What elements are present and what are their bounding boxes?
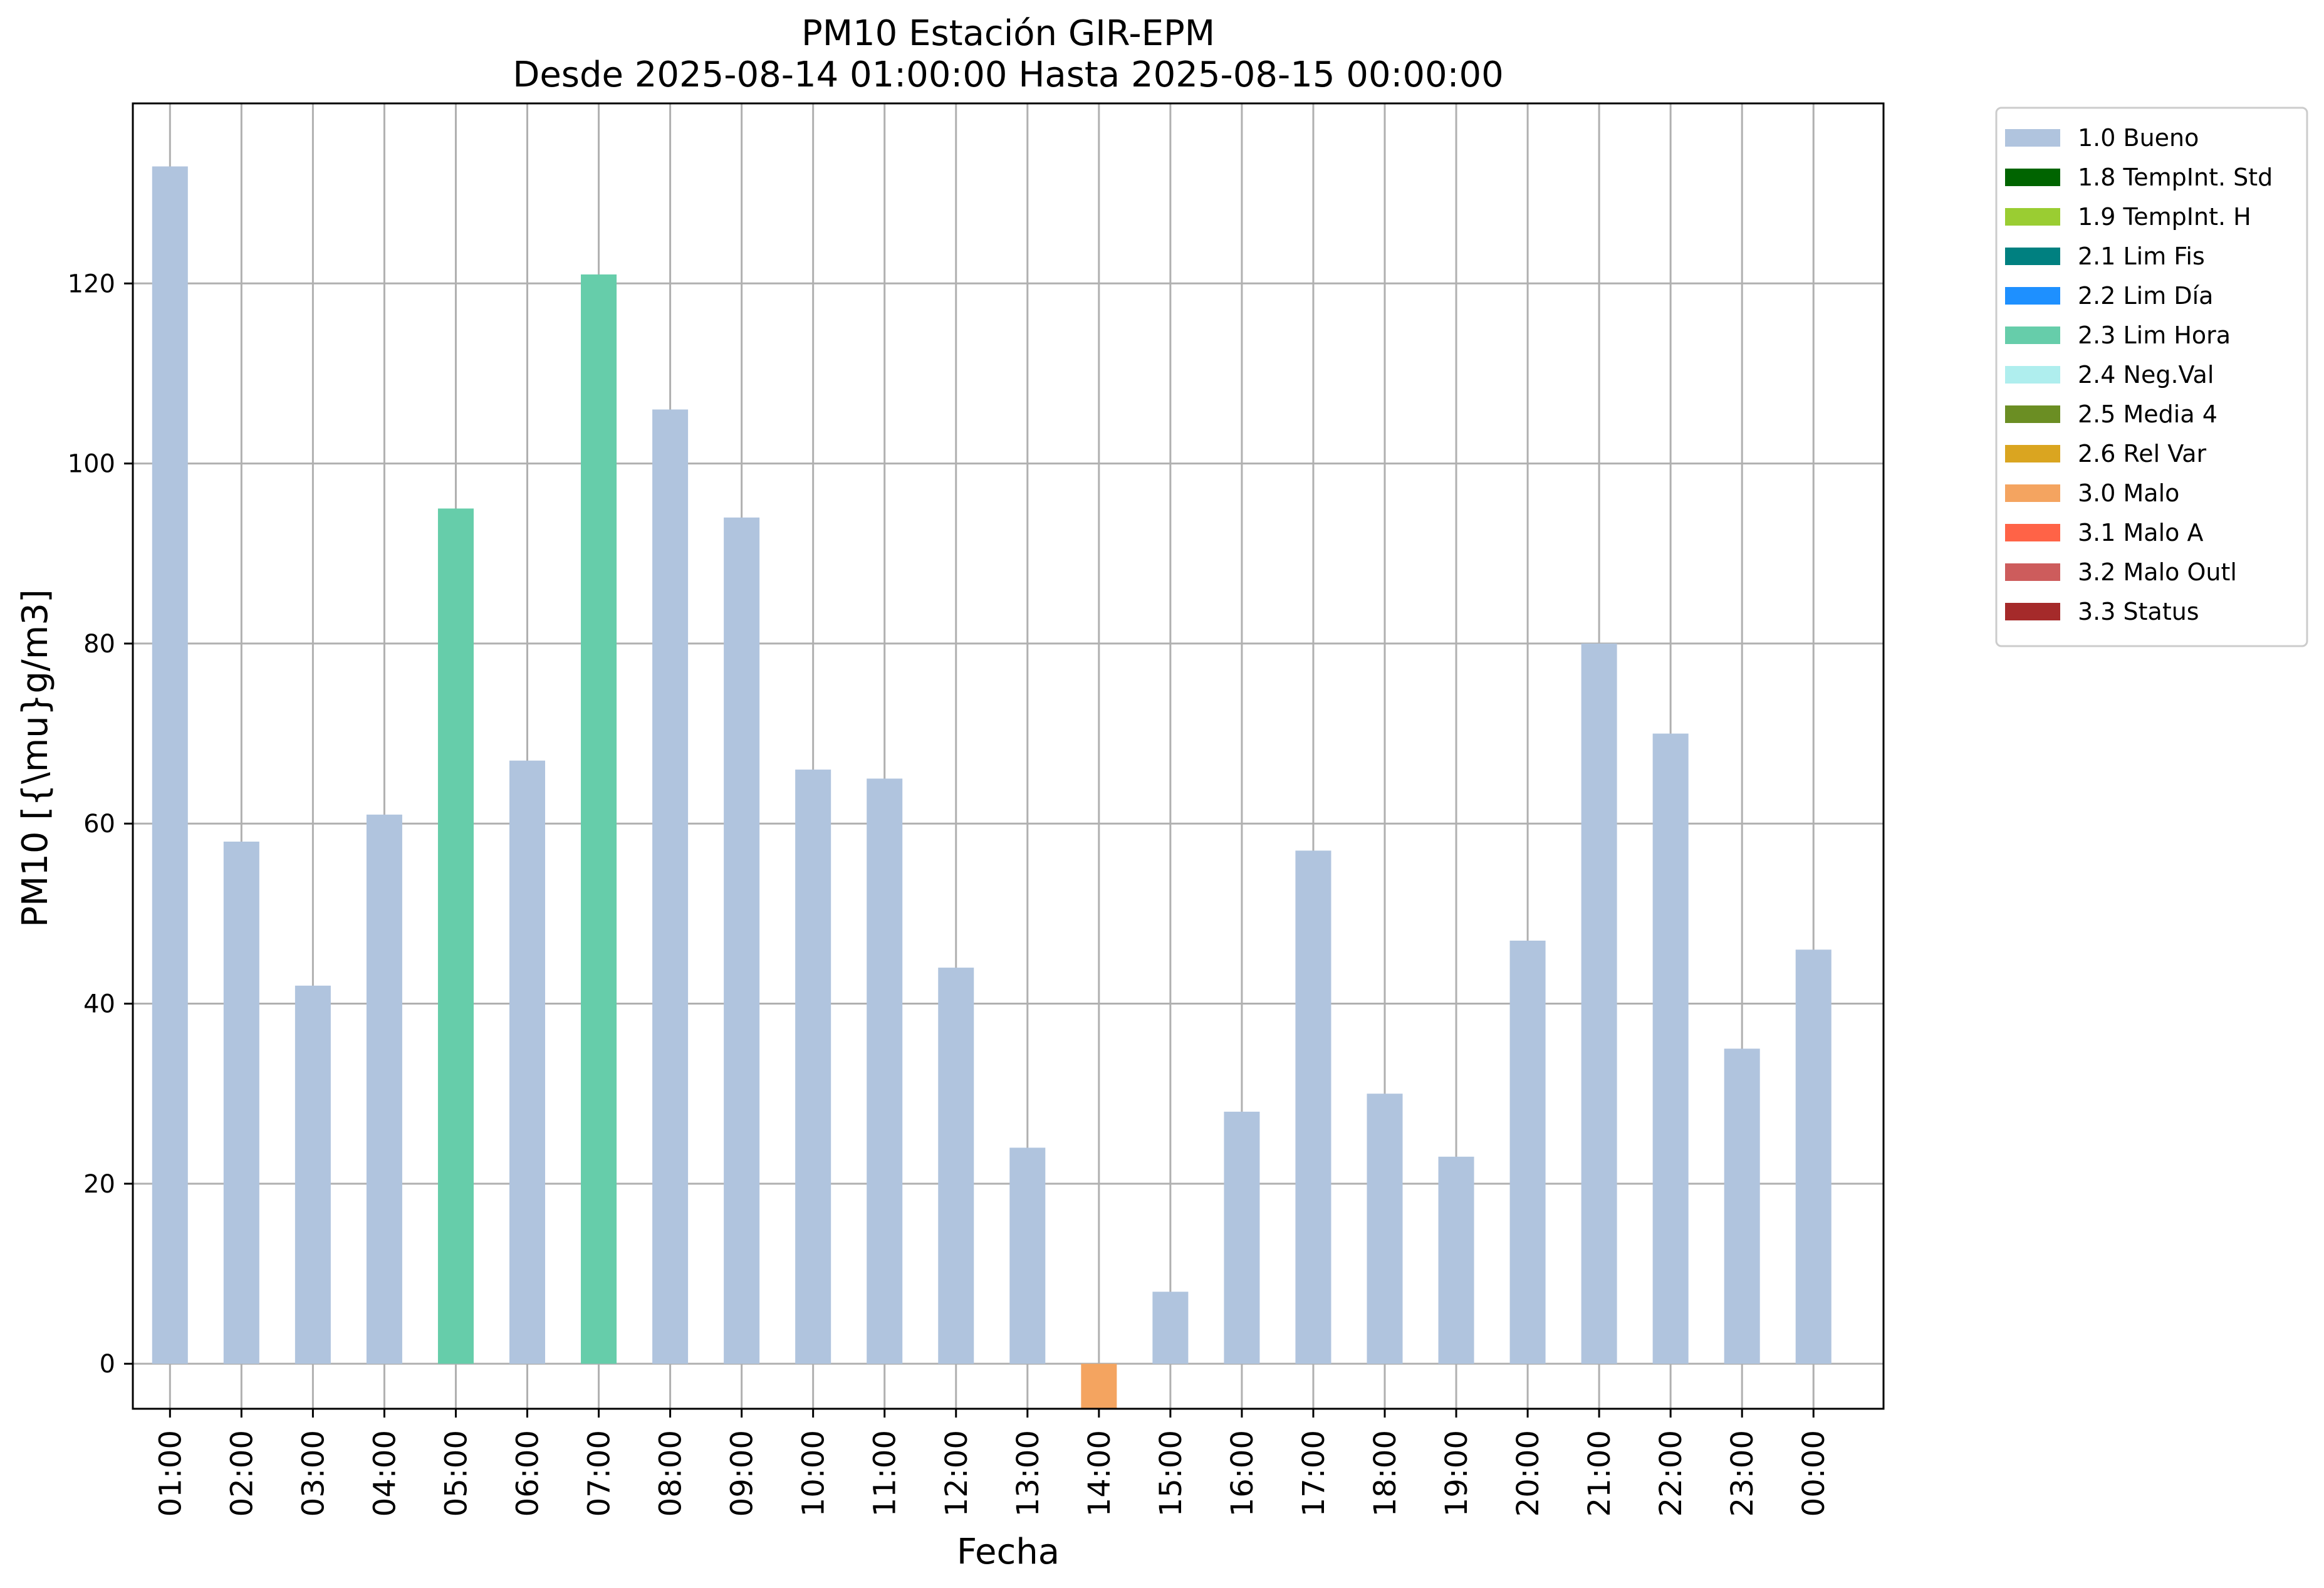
- x-tick-label: 02:00: [224, 1430, 259, 1517]
- x-tick-label: 12:00: [939, 1430, 974, 1517]
- x-tick-label: 21:00: [1582, 1430, 1617, 1517]
- bar-04:00: [366, 814, 402, 1364]
- x-tick-label: 07:00: [582, 1430, 617, 1517]
- bar-22:00: [1652, 733, 1689, 1364]
- bar-19:00: [1438, 1156, 1474, 1364]
- x-tick-label: 15:00: [1154, 1430, 1189, 1517]
- bar-14:00: [1081, 1364, 1117, 1409]
- y-tick-label: 40: [83, 990, 115, 1019]
- y-tick-label: 80: [83, 630, 115, 659]
- x-tick-label: 22:00: [1654, 1430, 1689, 1517]
- legend-label: 2.5 Media 4: [2078, 400, 2217, 428]
- x-tick-label: 09:00: [725, 1430, 760, 1517]
- bar-18:00: [1367, 1094, 1403, 1364]
- x-tick-label: 08:00: [654, 1430, 689, 1517]
- bar-01:00: [152, 166, 188, 1364]
- x-tick-label: 13:00: [1011, 1430, 1046, 1517]
- x-tick-label: 03:00: [296, 1430, 331, 1517]
- legend-label: 3.1 Malo A: [2078, 519, 2203, 546]
- legend-label: 2.6 Rel Var: [2078, 440, 2207, 468]
- x-tick-label: 04:00: [367, 1430, 402, 1517]
- legend-swatch: [2005, 169, 2060, 186]
- legend-swatch: [2005, 484, 2060, 502]
- y-axis-label: PM10 [{\mu}g/m3]: [15, 589, 56, 927]
- legend-label: 2.2 Lim Día: [2078, 282, 2213, 310]
- legend-swatch: [2005, 248, 2060, 265]
- plot-area-frame: [132, 102, 1885, 1410]
- legend-swatch: [2005, 326, 2060, 344]
- legend-label: 1.0 Bueno: [2078, 124, 2199, 152]
- legend-label: 3.0 Malo: [2078, 479, 2179, 507]
- x-tick-label: 23:00: [1725, 1430, 1760, 1517]
- y-axis-ticks: 0 20 40 60 80 100 120: [68, 269, 133, 1379]
- legend-label: 2.4 Neg.Val: [2078, 361, 2214, 389]
- legend-swatch: [2005, 208, 2060, 226]
- x-tick-label: 14:00: [1082, 1430, 1117, 1517]
- bar-05:00: [437, 508, 474, 1364]
- y-tick-label: 100: [68, 450, 115, 479]
- bar-20:00: [1509, 940, 1546, 1364]
- bar-21:00: [1581, 643, 1617, 1364]
- bar-09:00: [724, 517, 760, 1364]
- bar-17:00: [1295, 850, 1331, 1364]
- legend-label: 3.2 Malo Outl: [2078, 558, 2237, 586]
- x-axis-label: Fecha: [957, 1532, 1060, 1572]
- legend: 1.0 Bueno 1.8 TempInt. Std 1.9 TempInt. H 2…: [1995, 107, 2308, 647]
- y-tick-label: 60: [83, 810, 115, 838]
- bar-13:00: [1009, 1147, 1046, 1364]
- x-tick-label: 11:00: [868, 1430, 903, 1517]
- bar-08:00: [652, 409, 689, 1364]
- legend-label: 1.8 TempInt. Std: [2078, 164, 2273, 191]
- x-tick-label: 01:00: [153, 1430, 188, 1517]
- bar-16:00: [1224, 1111, 1260, 1364]
- legend-label: 2.3 Lim Hora: [2078, 321, 2231, 349]
- legend-swatch: [2005, 603, 2060, 620]
- bar-12:00: [938, 968, 974, 1364]
- legend-swatch: [2005, 445, 2060, 462]
- legend-label: 2.1 Lim Fis: [2078, 243, 2205, 270]
- y-tick-label: 0: [100, 1350, 115, 1379]
- legend-label: 3.3 Status: [2078, 598, 2199, 625]
- x-tick-label: 16:00: [1225, 1430, 1260, 1517]
- chart-title: PM10 Estación GIR-EPM: [801, 13, 1215, 54]
- x-tick-label: 17:00: [1296, 1430, 1331, 1517]
- bar-00:00: [1795, 949, 1832, 1364]
- y-tick-label: 20: [83, 1170, 115, 1199]
- legend-swatch: [2005, 524, 2060, 541]
- bar-11:00: [867, 778, 903, 1364]
- bar-10:00: [795, 770, 831, 1364]
- legend-swatch: [2005, 129, 2060, 147]
- bar-02:00: [223, 841, 259, 1364]
- bar-03:00: [294, 985, 331, 1364]
- x-tick-label: 19:00: [1439, 1430, 1474, 1517]
- legend-swatch: [2005, 563, 2060, 581]
- bar-06:00: [509, 760, 546, 1364]
- bars: [152, 166, 1832, 1409]
- x-tick-label: 18:00: [1368, 1430, 1403, 1517]
- legend-swatch: [2005, 405, 2060, 423]
- bar-15:00: [1152, 1292, 1189, 1364]
- legend-swatch: [2005, 287, 2060, 305]
- x-tick-label: 10:00: [796, 1430, 831, 1517]
- legend-swatch: [2005, 366, 2060, 384]
- legend-label: 1.9 TempInt. H: [2078, 203, 2251, 231]
- legend-frame: [1995, 107, 2308, 647]
- bar-23:00: [1724, 1048, 1760, 1364]
- bar-07:00: [581, 274, 617, 1364]
- x-tick-label: 20:00: [1511, 1430, 1546, 1517]
- x-axis-ticks: 01:00 02:00 03:00 04:00 05:00 06:00 07:00 08:00…: [153, 1409, 1832, 1517]
- y-tick-label: 120: [68, 269, 115, 298]
- x-tick-label: 00:00: [1796, 1430, 1832, 1517]
- x-tick-label: 05:00: [439, 1430, 474, 1517]
- chart-subtitle: Desde 2025-08-14 01:00:00 Hasta 2025-08-…: [513, 55, 1504, 95]
- x-tick-label: 06:00: [511, 1430, 546, 1517]
